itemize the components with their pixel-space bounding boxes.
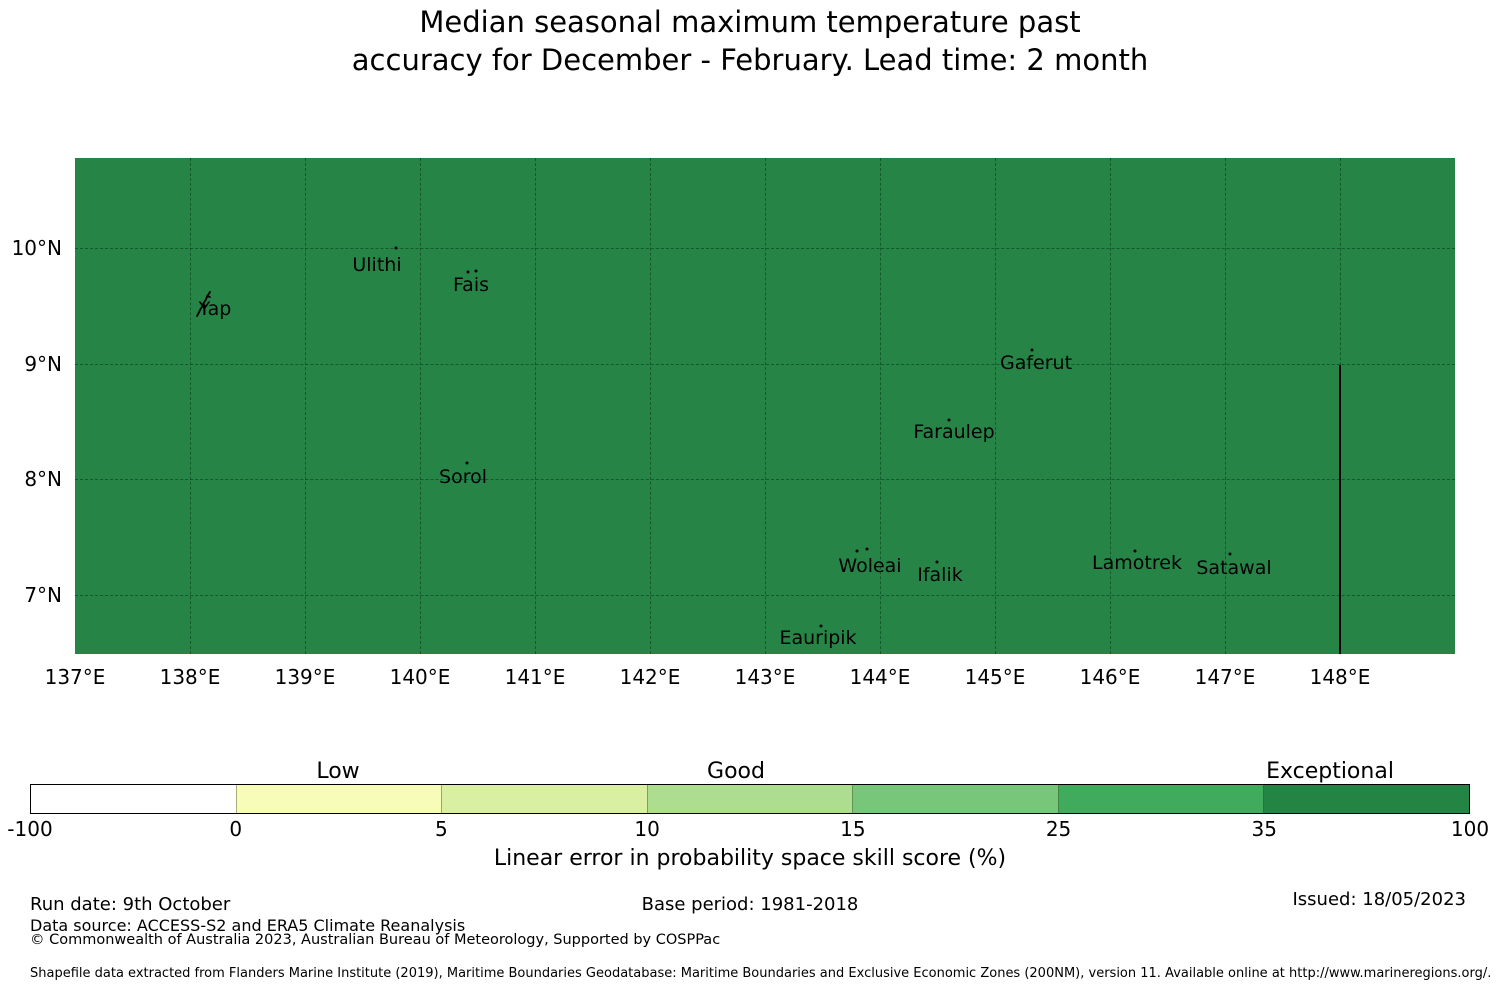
colorbar-tick-label: 35 (1251, 817, 1278, 841)
run-date-text: Run date: 9th October (30, 894, 231, 915)
longitude-gridline (880, 158, 881, 654)
island-marker-gaferut (1030, 348, 1034, 352)
colorbar (30, 784, 1470, 814)
island-label-fais: Fais (452, 274, 490, 296)
island-label-ifalik: Ifalik (917, 564, 963, 586)
island-marker-fais (474, 269, 478, 273)
island-marker-faraulep (947, 418, 951, 422)
colorbar-segment-4 (852, 785, 1058, 813)
copyright-text: © Commonwealth of Australia 2023, Austra… (30, 932, 721, 948)
colorbar-segment-1 (235, 785, 442, 813)
island-marker-satawal (1228, 552, 1232, 556)
longitude-gridline (1110, 158, 1111, 654)
colorbar-tick-label: 100 (1450, 817, 1490, 841)
island-label-faraulep: Faraulep (913, 421, 995, 443)
latitude-gridline (75, 479, 1455, 480)
island-marker-fais (466, 270, 470, 274)
colorbar-segment-3 (646, 785, 853, 813)
colorbar-tick-label: 10 (634, 817, 660, 841)
x-tick-label: 145°E (964, 665, 1026, 689)
latitude-gridline (75, 595, 1455, 596)
x-tick-label: 138°E (159, 665, 221, 689)
island-label-woleai: Woleai (838, 555, 902, 577)
colorbar-zone-label-low: Low (316, 759, 360, 784)
island-label-lamotrek: Lamotrek (1092, 552, 1182, 574)
y-tick-label: 9°N (24, 352, 62, 376)
latitude-gridline (75, 248, 1455, 249)
data-source-text: Data source: ACCESS-S2 and ERA5 Climate … (30, 916, 466, 935)
longitude-gridline (420, 158, 421, 654)
x-tick-label: 146°E (1079, 665, 1141, 689)
island-marker-woleai (865, 547, 869, 551)
island-marker-ulithi (394, 246, 398, 250)
island-label-yap: Yap (198, 298, 232, 320)
island-marker-ifalik (935, 560, 939, 564)
longitude-gridline (765, 158, 766, 654)
longitude-gridline (1225, 158, 1226, 654)
island-marker-eauripik (819, 624, 823, 628)
latitude-gridline (75, 364, 1455, 365)
colorbar-tick-label: -100 (7, 817, 53, 841)
colorbar-tick-label: 5 (435, 817, 448, 841)
y-tick-label: 10°N (11, 236, 62, 260)
y-tick-label: 8°N (24, 467, 62, 491)
x-tick-label: 142°E (619, 665, 681, 689)
longitude-gridline (305, 158, 306, 654)
x-tick-label: 147°E (1194, 665, 1256, 689)
x-tick-label: 139°E (274, 665, 336, 689)
colorbar-zone-label-exceptional: Exceptional (1266, 759, 1394, 784)
title-line-1: Median seasonal maximum temperature past (419, 5, 1081, 39)
base-period-text: Base period: 1981-2018 (641, 894, 859, 915)
figure-title: Median seasonal maximum temperature past… (0, 3, 1500, 79)
yap-island-outline-icon (196, 291, 211, 317)
island-label-satawal: Satawal (1196, 557, 1272, 579)
colorbar-segment-6 (1263, 785, 1470, 813)
map-area: Yap Ulithi Fais Sorol Gaferut Faraulep Woleai I… (75, 158, 1455, 654)
longitude-gridline (650, 158, 651, 654)
shapefile-attribution-text: Shapefile data extracted from Flanders M… (30, 966, 1492, 981)
x-tick-label: 148°E (1309, 665, 1371, 689)
colorbar-axis-label: Linear error in probability space skill … (493, 846, 1007, 871)
colorbar-tick-label: 15 (840, 817, 866, 841)
island-label-eauripik: Eauripik (779, 627, 857, 649)
island-marker-lamotrek (1133, 549, 1137, 553)
y-tick-label: 7°N (24, 583, 62, 607)
colorbar-segment-2 (441, 785, 647, 813)
title-line-2: accuracy for December - February. Lead t… (351, 43, 1149, 77)
island-marker-sorol (465, 461, 469, 465)
colorbar-tick-label: 0 (229, 817, 243, 841)
x-tick-label: 144°E (849, 665, 911, 689)
x-tick-label: 140°E (389, 665, 451, 689)
colorbar-segment-5 (1057, 785, 1264, 813)
island-marker-woleai (855, 549, 859, 553)
issued-date-text: Issued: 18/05/2023 (1292, 889, 1466, 910)
longitude-gridline (190, 158, 191, 654)
island-label-ulithi: Ulithi (352, 254, 402, 276)
island-label-sorol: Sorol (439, 466, 487, 488)
colorbar-segment-0 (31, 785, 236, 813)
x-tick-label: 141°E (504, 665, 566, 689)
colorbar-tick-label: 25 (1045, 817, 1072, 841)
longitude-gridline (535, 158, 536, 654)
x-tick-label: 143°E (734, 665, 796, 689)
maritime-boundary-line (1339, 365, 1341, 654)
longitude-gridline (995, 158, 996, 654)
island-label-gaferut: Gaferut (999, 352, 1073, 374)
colorbar-zone-label-good: Good (707, 759, 765, 784)
x-tick-label: 137°E (44, 665, 106, 689)
